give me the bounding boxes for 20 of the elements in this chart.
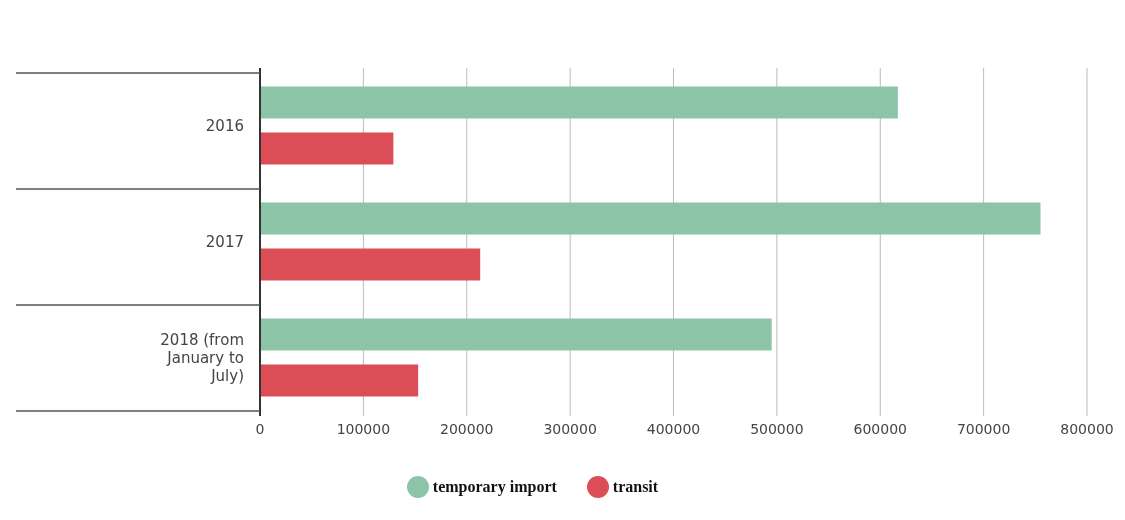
x-tick-label: 300000: [543, 420, 597, 437]
y-tick-label: 2018 (from January to July): [160, 331, 244, 385]
x-tick-label: 600000: [853, 420, 907, 437]
x-tick-label: 200000: [440, 420, 494, 437]
x-tick-label: 800000: [1060, 420, 1114, 437]
legend-label: transit: [612, 477, 659, 495]
bar: [260, 132, 394, 165]
bar: [260, 318, 772, 351]
bar: [260, 364, 419, 397]
y-tick-label: 2017: [205, 233, 244, 251]
x-tick-label: 400000: [646, 420, 701, 437]
bar: [260, 86, 898, 119]
legend-label: temporary import: [432, 477, 557, 495]
bar: [260, 202, 1041, 235]
x-tick-label: 700000: [956, 420, 1011, 437]
x-tick-label: 100000: [336, 420, 391, 437]
x-tick-label: 0: [255, 420, 265, 437]
bar: [260, 248, 481, 281]
x-tick-label: 500000: [750, 420, 804, 437]
y-tick-label: 2016: [205, 117, 244, 135]
